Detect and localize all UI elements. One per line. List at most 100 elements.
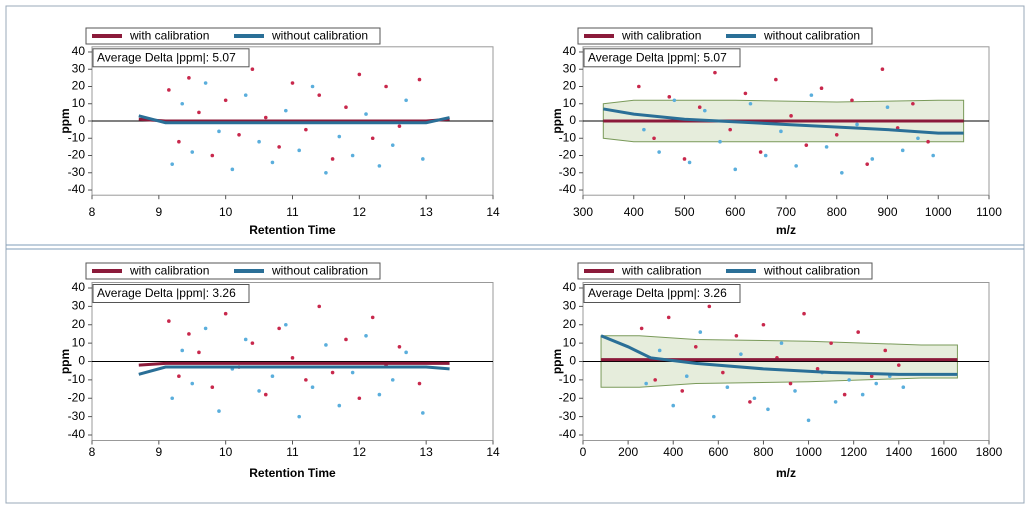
data-point (284, 108, 288, 113)
data-point (766, 407, 770, 412)
y-tick-label: 30 (72, 299, 86, 313)
data-point (167, 88, 171, 92)
data-point (667, 95, 672, 99)
legend-box (85, 27, 381, 45)
data-point (263, 115, 268, 120)
y-tick-label: 0 (78, 113, 85, 127)
y-tick-label: 10 (72, 96, 86, 110)
annotation: Average Delta |ppm|: 5.07 (97, 50, 236, 64)
data-point (802, 311, 806, 316)
y-tick-label: 10 (72, 335, 86, 349)
data-point (337, 134, 342, 139)
data-point (739, 352, 743, 356)
x-tick-label: 1600 (931, 445, 958, 459)
y-tick-label: -40 (68, 427, 86, 441)
data-point (243, 337, 248, 342)
data-point (763, 153, 768, 158)
y-tick-label: -20 (559, 148, 577, 162)
data-point (223, 98, 228, 103)
y-tick-label: -40 (559, 427, 577, 441)
data-point (417, 381, 422, 386)
data-point (819, 86, 824, 91)
data-point (697, 105, 702, 109)
data-point (397, 345, 402, 349)
data-point (304, 378, 308, 382)
data-point (421, 157, 425, 161)
data-point (317, 93, 322, 97)
data-point (896, 363, 901, 367)
data-point (642, 127, 646, 132)
x-tick-label: 800 (753, 445, 773, 459)
data-point (310, 84, 315, 89)
x-tick-label: 500 (674, 205, 694, 219)
data-point (217, 409, 221, 413)
y-tick-label: 10 (563, 335, 577, 349)
data-point (290, 81, 295, 85)
y-tick-label: -20 (68, 148, 86, 162)
y-tick-label: 20 (72, 317, 86, 331)
data-point (687, 160, 692, 165)
y-tick-label: 40 (563, 44, 577, 58)
data-point (217, 129, 221, 134)
data-point (834, 133, 839, 137)
data-point (250, 341, 255, 345)
x-tick-label: 1000 (795, 445, 822, 459)
data-point (250, 67, 255, 72)
legend-label: with calibration (621, 264, 701, 278)
annotation: Average Delta |ppm|: 5.07 (588, 50, 727, 64)
data-point (177, 374, 181, 378)
data-point (774, 77, 778, 82)
y-tick-label: -20 (68, 390, 86, 404)
y-tick-label: -10 (559, 130, 577, 144)
data-point (824, 145, 829, 149)
data-point (712, 414, 716, 419)
data-point (277, 145, 281, 149)
data-point (725, 385, 730, 390)
x-tick-label: 700 (776, 205, 796, 219)
x-tick-label: 13 (419, 445, 433, 459)
legend-label: without calibration (763, 264, 860, 278)
data-point (304, 127, 308, 132)
legend-box (85, 262, 381, 280)
trend-line (138, 114, 450, 125)
legend-label: without calibration (763, 29, 860, 43)
x-tick-label: 600 (708, 445, 728, 459)
data-point (310, 385, 315, 390)
x-tick-label: 9 (155, 445, 162, 459)
data-point (869, 374, 874, 378)
y-tick-label: -10 (68, 130, 86, 144)
y-tick-label: -30 (559, 409, 577, 423)
data-point (840, 170, 844, 175)
x-tick-label: 1800 (976, 445, 1003, 459)
y-tick-label: 30 (563, 61, 577, 75)
data-point (842, 392, 847, 397)
x-tick-label: 0 (580, 445, 587, 459)
data-point (257, 139, 261, 144)
trend-line (600, 334, 958, 376)
y-tick-label: 40 (72, 44, 86, 58)
data-point (324, 343, 328, 347)
data-point (344, 337, 348, 342)
data-point (809, 93, 814, 97)
y-tick-label: 0 (78, 354, 85, 368)
x-tick-label: 8 (89, 445, 96, 459)
data-point (187, 332, 191, 336)
data-point (639, 326, 644, 331)
trend-line (603, 107, 964, 135)
data-point (384, 84, 388, 89)
trend-line (138, 117, 450, 123)
x-tick-label: 1100 (976, 205, 1002, 219)
data-point (210, 385, 215, 390)
x-axis-label: Retention Time (249, 223, 336, 237)
data-point (666, 315, 671, 320)
x-tick-label: 300 (573, 205, 593, 219)
data-point (177, 139, 181, 144)
data-point (911, 101, 915, 106)
legend-label: with calibration (621, 29, 701, 43)
data-point (847, 378, 851, 382)
data-point (180, 101, 185, 106)
x-tick-label: 400 (663, 445, 683, 459)
y-tick-label: -10 (559, 372, 577, 386)
data-point (257, 389, 261, 393)
data-point (180, 348, 185, 353)
